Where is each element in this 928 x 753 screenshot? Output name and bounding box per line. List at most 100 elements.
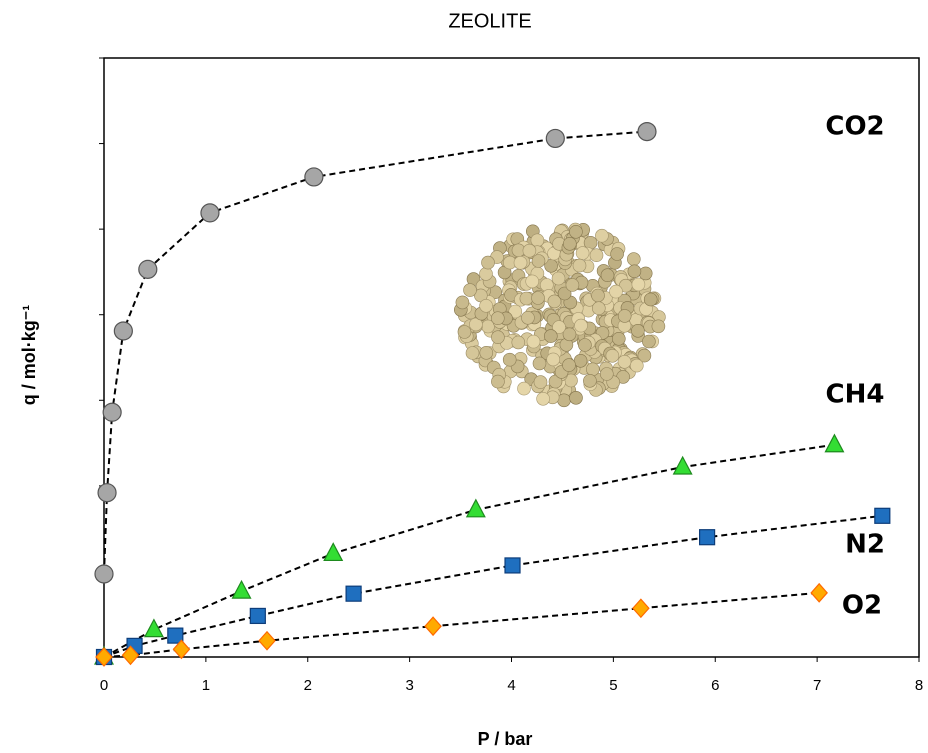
point <box>465 498 486 518</box>
x-tick-label: 5 <box>609 677 617 694</box>
pellet <box>526 334 541 349</box>
x-tick-label: 1 <box>202 677 210 694</box>
point <box>698 529 716 546</box>
x-tick-label: 3 <box>405 677 413 694</box>
pellet <box>522 243 537 258</box>
point <box>231 579 252 599</box>
pellet <box>519 291 534 306</box>
pellet <box>599 367 614 381</box>
series-label: O2 <box>842 591 882 621</box>
pellet <box>629 358 644 373</box>
pellet <box>609 284 623 299</box>
pellet <box>491 330 505 345</box>
point <box>874 507 891 524</box>
point <box>258 630 276 651</box>
x-tick-label: 4 <box>507 677 515 694</box>
pellet <box>508 304 523 319</box>
pellet <box>562 358 576 372</box>
pellet <box>569 390 583 405</box>
series-line <box>103 591 820 658</box>
pellet <box>617 309 632 323</box>
pellet <box>551 271 566 286</box>
zeolite-photo <box>453 222 666 408</box>
pellet <box>600 268 615 283</box>
pellet <box>547 294 562 309</box>
pellet <box>565 278 580 292</box>
point <box>504 557 521 574</box>
pellet <box>469 317 483 332</box>
pellet <box>591 301 606 316</box>
pellet <box>562 237 577 251</box>
pellet <box>638 266 653 281</box>
pellet <box>611 331 626 346</box>
point <box>545 128 565 149</box>
pellet <box>643 292 658 307</box>
pellet <box>548 374 563 389</box>
point <box>824 433 845 453</box>
series-label: CO2 <box>825 112 884 142</box>
point <box>121 645 140 666</box>
pellet <box>491 374 505 389</box>
point <box>138 259 158 279</box>
point <box>323 542 344 562</box>
pellet <box>557 393 571 408</box>
pellet <box>631 277 646 292</box>
pellet <box>631 323 645 338</box>
pellet <box>490 311 505 326</box>
pellet <box>578 338 592 352</box>
x-tick-label: 2 <box>304 677 312 694</box>
pellet <box>479 345 494 360</box>
point <box>95 647 113 667</box>
pellet <box>455 295 470 310</box>
point <box>102 402 122 422</box>
point <box>672 455 693 475</box>
x-tick-label: 8 <box>915 677 923 694</box>
pellet <box>651 319 666 334</box>
point <box>810 582 828 603</box>
pellet <box>532 356 547 371</box>
pellet <box>552 320 566 334</box>
pellet <box>591 288 605 303</box>
pellet <box>610 247 624 261</box>
pellet <box>626 252 641 266</box>
series-line <box>103 514 883 658</box>
pellet <box>525 274 540 289</box>
pellet <box>536 391 550 406</box>
pellet <box>546 352 561 367</box>
point <box>167 627 184 644</box>
pellet <box>465 346 480 360</box>
x-tick-label: 7 <box>813 677 821 694</box>
point <box>249 607 266 625</box>
x-tick-label: 6 <box>711 677 719 694</box>
pellet <box>463 283 477 297</box>
point <box>632 598 650 619</box>
pellet <box>521 310 535 325</box>
pellet <box>617 354 632 369</box>
series-label: CH4 <box>826 380 885 410</box>
pellet <box>575 246 590 260</box>
x-axis-label: P / bar <box>478 729 533 749</box>
point <box>97 483 117 503</box>
point <box>304 167 324 187</box>
pellet <box>595 228 609 243</box>
pellet <box>533 375 548 389</box>
pellet <box>557 286 572 301</box>
pellet <box>585 362 600 377</box>
pellet <box>627 264 642 279</box>
pellet <box>479 267 493 281</box>
pellet <box>572 258 587 273</box>
pellet <box>543 329 558 343</box>
pellet <box>531 254 546 268</box>
point <box>424 616 442 637</box>
series-line <box>103 443 835 658</box>
pellet <box>573 353 588 368</box>
x-tick-label: 0 <box>100 677 108 694</box>
pellet <box>605 348 620 363</box>
pellet <box>502 352 517 367</box>
point <box>345 585 362 602</box>
chart-title: ZEOLITE <box>448 10 531 32</box>
pellet <box>481 255 495 270</box>
pellet <box>642 334 656 349</box>
pellet <box>562 327 577 342</box>
